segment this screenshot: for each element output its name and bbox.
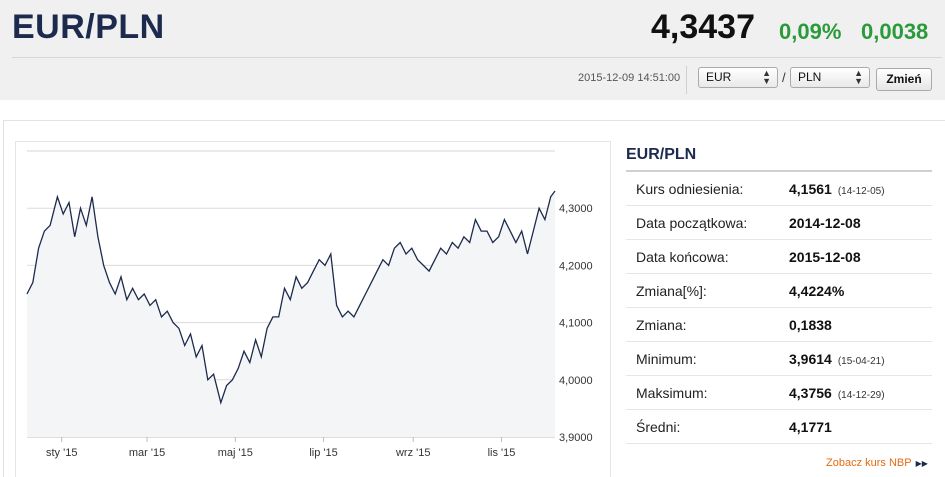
stat-value: 4,1561 (14-12-05) [789, 181, 885, 197]
stats-divider [626, 170, 932, 172]
stat-date: (15-04-21) [837, 356, 885, 367]
x-tick-label: mar '15 [129, 447, 165, 459]
stat-label: Zmiana: [636, 317, 687, 333]
stat-label: Data końcowa: [636, 249, 729, 265]
stat-label: Data początkowa: [636, 215, 748, 231]
stat-value: 2015-12-08 [789, 249, 861, 265]
stat-value: 0,1838 [789, 317, 832, 333]
currency-separator: / [782, 70, 786, 85]
stat-row-end-date: Data końcowa: 2015-12-08 [626, 240, 932, 274]
stat-value: 3,9614 (15-04-21) [789, 351, 885, 367]
y-tick-label: 4,0000 [559, 375, 593, 387]
price-line [26, 190, 556, 406]
stats-title: EUR/PLN [626, 146, 697, 163]
stat-value: 4,4224% [789, 283, 845, 299]
change-percent: 0,09% [779, 19, 842, 44]
stat-date: (14-12-05) [837, 186, 885, 197]
select-arrows-icon: ▲ ▼ [854, 68, 863, 86]
nbp-rate-link[interactable]: Zobacz kurs NBP ▶▶ [826, 457, 928, 469]
y-tick-label: 4,1000 [559, 318, 593, 330]
stat-value: 4,3756 (14-12-29) [789, 385, 885, 401]
change-button[interactable]: Zmień [876, 68, 932, 91]
from-currency-select[interactable]: EUR ▲ ▼ [698, 67, 778, 88]
stat-label: Średni: [636, 419, 681, 435]
stat-row-change-percent: Zmiana[%]: 4,4224% [626, 274, 932, 308]
toolbar-separator [686, 66, 687, 94]
stat-value: 4,1771 [789, 419, 832, 435]
stat-label: Kurs odniesienia: [636, 181, 744, 197]
to-currency-select[interactable]: PLN ▲ ▼ [790, 67, 870, 88]
stat-label: Zmiana[%]: [636, 283, 707, 299]
axis-layer: 4,3000 4,2000 4,1000 4,0000 3,9000 sty '15 mar… [46, 203, 593, 459]
stat-row-reference: Kurs odniesienia: 4,1561 (14-12-05) [626, 172, 932, 206]
quote-header: EUR/PLN 4,3437 0,09% 0,0038 2015-12-09 1… [0, 0, 945, 100]
y-tick-label: 4,3000 [559, 203, 593, 215]
y-tick-label: 3,9000 [559, 432, 593, 444]
y-tick-label: 4,2000 [559, 260, 593, 272]
quote-timestamp: 2015-12-09 14:51:00 [578, 72, 681, 84]
x-tick-label: maj '15 [218, 447, 253, 459]
from-currency-value: EUR [706, 70, 732, 84]
chart-frame [15, 141, 611, 477]
stat-label: Maksimum: [636, 385, 708, 401]
stat-label: Minimum: [636, 351, 697, 367]
stat-row-start-date: Data początkowa: 2014-12-08 [626, 206, 932, 240]
stat-row-average: Średni: 4,1771 [626, 410, 932, 444]
nbp-link-label: Zobacz kurs NBP [826, 457, 912, 469]
stat-row-minimum: Minimum: 3,9614 (15-04-21) [626, 342, 932, 376]
x-tick-label: wrz '15 [395, 447, 431, 459]
rate-chart: 4,3000 4,2000 4,1000 4,0000 3,9000 sty '15 mar… [26, 150, 593, 459]
double-chevron-right-icon: ▶▶ [915, 459, 928, 468]
to-currency-value: PLN [798, 70, 822, 84]
stat-date: (14-12-29) [837, 390, 885, 401]
x-tick-label: lis '15 [488, 447, 516, 459]
x-tick-label: sty '15 [46, 447, 77, 459]
current-rate: 4,3437 [651, 8, 755, 46]
change-absolute: 0,0038 [861, 19, 929, 44]
price-area [27, 191, 555, 437]
stat-value: 2014-12-08 [789, 215, 861, 231]
x-tick-label: lip '15 [309, 447, 337, 459]
stat-row-maximum: Maksimum: 4,3756 (14-12-29) [626, 376, 932, 410]
select-arrows-icon: ▲ ▼ [762, 68, 771, 86]
stat-row-change: Zmiana: 0,1838 [626, 308, 932, 342]
currency-pair-title: EUR/PLN [12, 8, 165, 46]
header-divider [12, 57, 942, 58]
